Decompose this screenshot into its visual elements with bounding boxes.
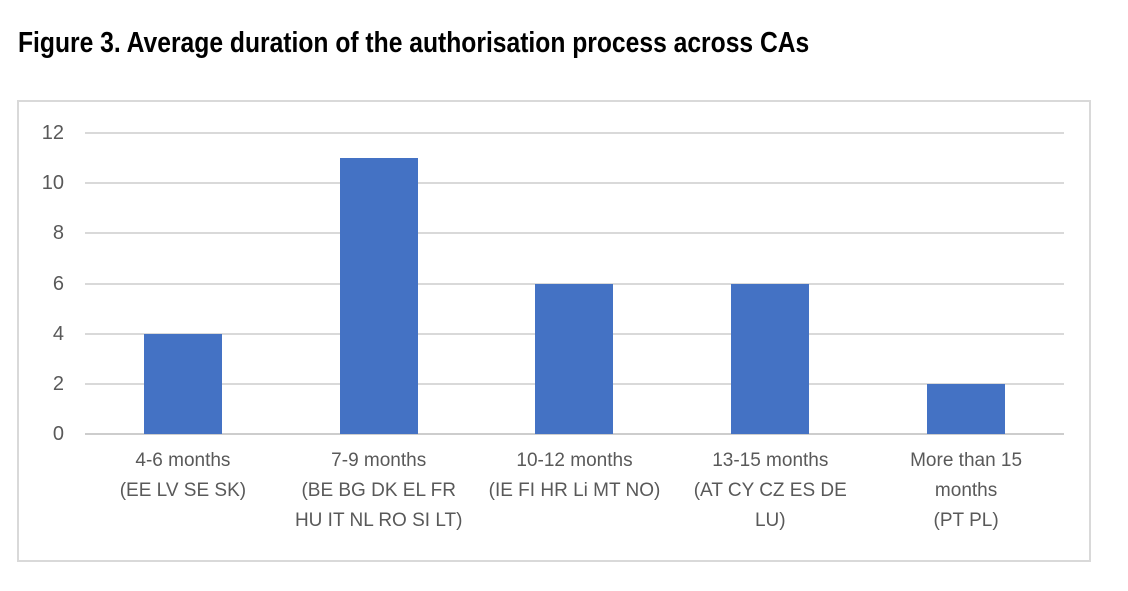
x-category-label: 4-6 months (EE LV SE SK) (119, 450, 247, 501)
y-tick-label: 12 (41, 122, 64, 144)
y-tick-label: 8 (52, 222, 64, 245)
gridline (85, 182, 1064, 185)
gridline (85, 132, 1064, 134)
bar-4 (731, 283, 810, 434)
gridline (85, 232, 1064, 235)
bar-slot (477, 133, 673, 434)
y-tick-label: 6 (52, 272, 64, 295)
x-category-label: 7-9 months (BE BG DK EL FR HU IT NL RO S… (294, 450, 463, 531)
plot-area (85, 132, 1064, 435)
bar-slot (281, 133, 477, 434)
y-tick-label: 10 (41, 172, 64, 195)
bar-3 (535, 283, 614, 434)
y-tick-label: 4 (52, 322, 64, 345)
y-tick-label: 0 (52, 423, 64, 445)
bar-1 (143, 333, 222, 434)
bar-slot (868, 133, 1064, 434)
bars (85, 133, 1064, 434)
bar-5 (927, 383, 1006, 434)
chart-frame: 0 2 4 6 8 10 12 4-6 months (EE LV SE SK) 7-9 mo… (17, 100, 1091, 562)
bar-slot (672, 133, 868, 434)
bar-slot (85, 133, 281, 434)
bar-2 (339, 158, 418, 434)
x-axis-line (85, 433, 1064, 435)
y-tick-label: 2 (52, 372, 64, 395)
figure-title: Figure 3. Average duration of the author… (18, 27, 810, 59)
x-category-label: More than 15 months (PT PL) (910, 450, 1023, 531)
x-axis-labels: 4-6 months (EE LV SE SK) 7-9 months (BE B… (85, 446, 1064, 536)
x-category-label: 13-15 months (AT CY CZ ES DE LU) (693, 450, 847, 531)
x-category-label: 10-12 months (IE FI HR Li MT NO) (488, 450, 661, 501)
